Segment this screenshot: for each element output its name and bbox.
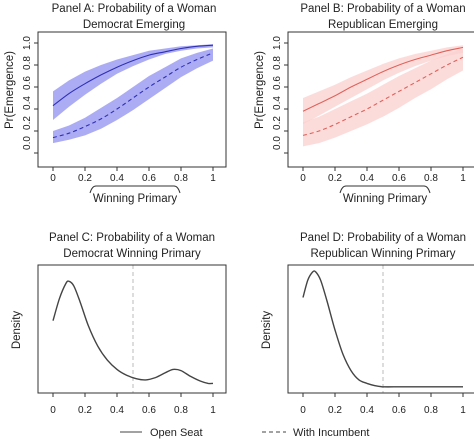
- panel-a-ylabel: Pr(Emergence): [4, 51, 16, 129]
- panel-b-line-open-seat: [302, 46, 464, 112]
- panel-b-xlabel: Winning Primary: [343, 193, 428, 205]
- legend: Open Seat With Incumbent: [120, 427, 369, 439]
- panel-b-xtick-0: 0: [300, 173, 306, 184]
- panel-d-xtick-5: 1: [460, 405, 466, 416]
- panel-a-ytick-2: 0.4: [22, 96, 33, 110]
- panel-a-ytick-1: 0.2: [22, 116, 33, 130]
- legend-label-with-incumbent: With Incumbent: [293, 427, 369, 439]
- panel-d-subtitle: Republican Winning Primary: [310, 248, 455, 260]
- panel-b-ytick-1: 0.2: [272, 116, 283, 130]
- panel-b-ytick-0: 0.0: [272, 136, 283, 150]
- panel-d-plot-area: [302, 265, 464, 397]
- panel-a-xtick-3: 0.6: [142, 173, 156, 184]
- panel-d-line-density: [302, 270, 463, 388]
- panel-b-ytick-4: 0.8: [272, 56, 283, 70]
- panel-a-band-with-incumbent: [53, 48, 213, 144]
- legend-label-open-seat: Open Seat: [150, 427, 203, 439]
- panel-d-xtick-1: 0.2: [328, 405, 342, 416]
- panel-a-ytick-0: 0.0: [22, 136, 33, 150]
- panel-a-xtick-2: 0.4: [110, 173, 124, 184]
- panel-c-frame: [37, 264, 227, 394]
- panel-c-subtitle: Democrat Winning Primary: [63, 248, 201, 260]
- panel-a-ytick-4: 0.8: [22, 56, 33, 70]
- panel-a-frame: [37, 31, 227, 168]
- panel-b-xtick-3: 0.6: [392, 173, 406, 184]
- panel-d-xtick-2: 0.4: [360, 405, 374, 416]
- panel-d: Panel D: Probability of a Woman Republic…: [261, 232, 474, 416]
- panel-a-xtick-1: 0.2: [78, 173, 92, 184]
- panel-d-xtick-4: 0.8: [424, 405, 438, 416]
- panel-a-xtick-5: 1: [210, 173, 216, 184]
- panel-c: Panel C: Probability of a Woman Democrat…: [11, 232, 227, 416]
- panel-a-ytick-5: 1.0: [22, 36, 33, 50]
- panel-a-line-with-incumbent: [52, 52, 214, 139]
- panel-b-plot-area: [284, 42, 464, 171]
- panel-d-xtick-3: 0.6: [392, 405, 406, 416]
- panel-b-ylabel: Pr(Emergence): [254, 51, 266, 129]
- panel-b-xtick-4: 0.8: [424, 173, 438, 184]
- panel-a-line-open-seat: [52, 44, 214, 107]
- panel-b-xtick-5: 1: [460, 173, 466, 184]
- panel-c-xtick-3: 0.6: [142, 405, 156, 416]
- panel-c-xtick-5: 1: [210, 405, 216, 416]
- panel-a-xlabel: Winning Primary: [93, 193, 178, 205]
- panel-b-ytick-5: 1.0: [272, 36, 283, 50]
- panel-b-title: Panel B: Probability of a Woman: [300, 3, 465, 15]
- panel-a-xlabel-brace: [89, 185, 181, 194]
- panel-b-band-open-seat: [303, 45, 463, 125]
- panel-c-xtick-2: 0.4: [110, 405, 124, 416]
- panel-c-xtick-4: 0.8: [174, 405, 188, 416]
- panel-b: Panel B: Probability of a Woman Republic…: [254, 3, 474, 205]
- panel-c-ylabel: Density: [11, 311, 23, 350]
- panel-c-line-density: [52, 280, 214, 385]
- panel-b-xlabel-brace: [339, 185, 431, 194]
- panel-b-ytick-3: 0.6: [272, 76, 283, 90]
- panel-a-title: Panel A: Probability of a Woman: [52, 3, 217, 15]
- panel-c-plot-area: [52, 265, 214, 397]
- panel-b-band-with-incumbent: [303, 48, 463, 147]
- panel-a-xtick-0: 0: [50, 173, 56, 184]
- panel-a-plot-area: [34, 42, 214, 171]
- panel-a-subtitle: Democrat Emerging: [83, 19, 185, 31]
- panel-c-xtick-0: 0: [50, 405, 56, 416]
- panel-a-band-open-seat: [53, 44, 213, 120]
- panel-a: Panel A: Probability of a Woman Democrat…: [4, 3, 227, 205]
- panel-c-title: Panel C: Probability of a Woman: [49, 232, 215, 244]
- panel-c-xtick-1: 0.2: [78, 405, 92, 416]
- panel-d-ylabel: Density: [261, 311, 273, 350]
- panel-b-subtitle: Republican Emerging: [328, 19, 438, 31]
- panel-a-ytick-3: 0.6: [22, 76, 33, 90]
- panel-b-xtick-1: 0.2: [328, 173, 342, 184]
- panel-b-frame: [287, 31, 474, 168]
- panel-d-frame: [287, 264, 474, 394]
- panel-b-line-with-incumbent: [302, 56, 464, 136]
- panel-a-xtick-4: 0.8: [174, 173, 188, 184]
- panel-d-title: Panel D: Probability of a Woman: [300, 232, 466, 244]
- panel-d-xtick-0: 0: [300, 405, 306, 416]
- panel-b-xtick-2: 0.4: [360, 173, 374, 184]
- panel-b-ytick-2: 0.4: [272, 96, 283, 110]
